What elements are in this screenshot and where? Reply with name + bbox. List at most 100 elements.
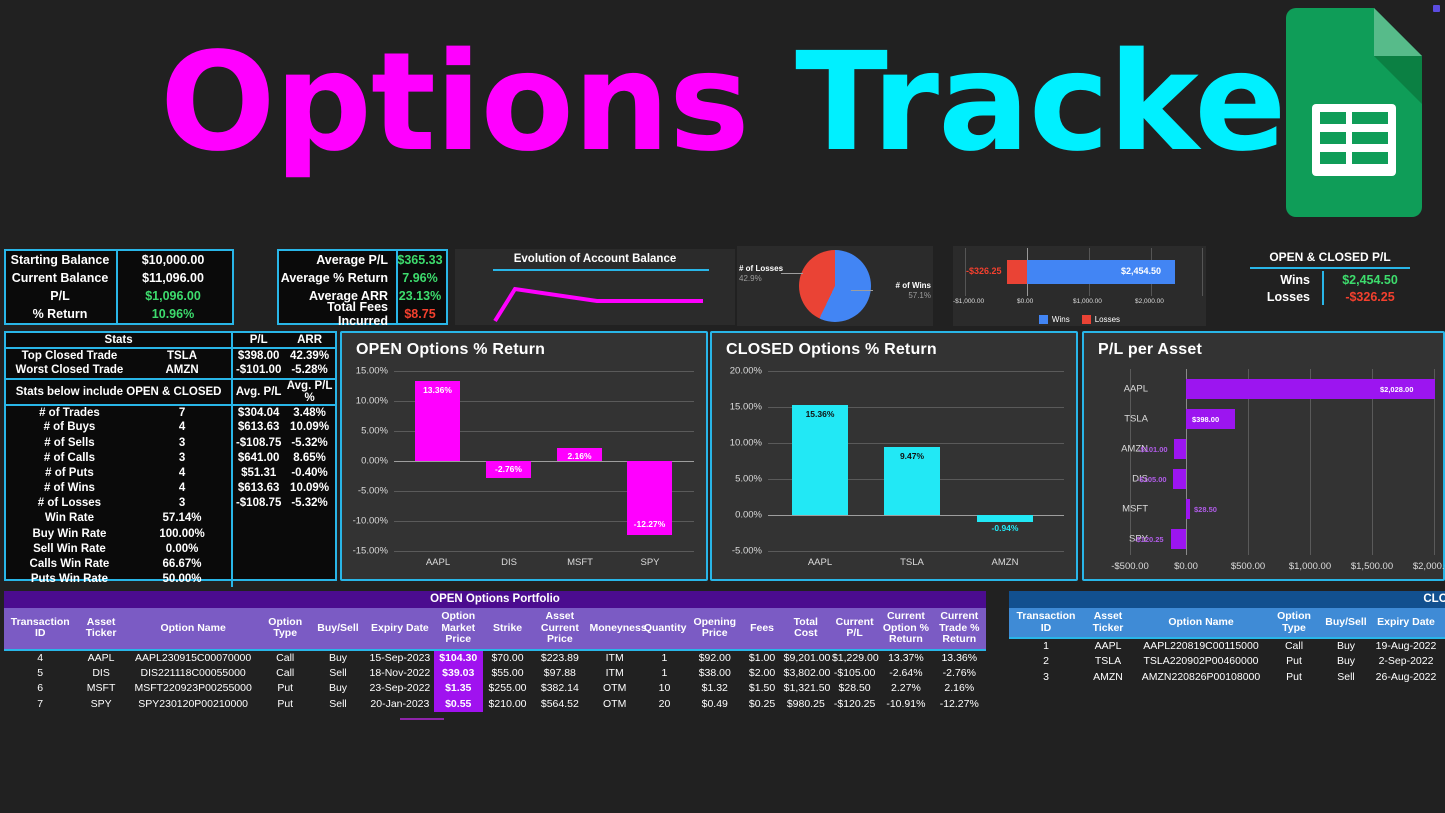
cell-option-type[interactable]: Call [260,649,310,665]
column-header-option-type[interactable]: Option Type [260,608,310,651]
cell-buy-sell[interactable]: Buy [309,649,367,665]
column-header-total-cost[interactable]: Total Cost [781,608,830,651]
cell-opening-price[interactable]: $38.00 [687,665,743,681]
cell-current-pl[interactable]: -$105.00 [829,665,880,681]
cell-asset-ticker[interactable]: TSLA [1083,653,1133,669]
cell-option-name[interactable]: AAPL230915C00070000 [125,649,261,665]
cell-option-market-price[interactable]: $39.03 [433,665,483,681]
cell-asset-ticker[interactable]: AAPL [76,649,126,665]
cell-current-trade-return[interactable]: 2.16% [932,680,986,696]
column-header-option-name[interactable]: Option Name [125,608,261,651]
column-header-current-trade-return[interactable]: Current Trade % Return [932,608,986,651]
column-header-moneyness[interactable]: Moneyness [587,608,647,651]
cell-asset-ticker[interactable]: AMZN [1083,669,1133,685]
cell-expiry-date[interactable]: 23-Sep-2022 [366,680,434,696]
column-header-buy-sell[interactable]: Buy/Sell [309,608,367,651]
column-header-transaction-id[interactable]: Transaction ID [1009,608,1083,639]
column-header-asset-current-price[interactable]: Asset Current Price [532,608,588,651]
cell-asset-ticker[interactable]: SPY [76,696,126,712]
column-header-buy-sell[interactable]: Buy/Sell [1319,608,1373,639]
cell-expiry-date[interactable]: 19-Aug-2022 [1373,638,1439,654]
cell-transaction-id[interactable]: 3 [1009,669,1083,685]
cell-strike[interactable]: $460.0 [1439,653,1445,669]
cell-expiry-date[interactable]: 26-Aug-2022 [1373,669,1439,685]
cell-buy-sell[interactable]: Buy [1319,653,1373,669]
cell-option-type[interactable]: Call [260,665,310,681]
cell-asset-ticker[interactable]: AAPL [1083,638,1133,654]
cell-option-name[interactable]: AAPL220819C00115000 [1133,638,1269,654]
cell-transaction-id[interactable]: 2 [1009,653,1083,669]
cell-option-name[interactable]: SPY230120P00210000 [125,696,261,712]
cell-strike[interactable]: $210.00 [482,696,533,712]
cell-transaction-id[interactable]: 4 [4,649,77,665]
cell-option-type[interactable]: Put [1269,653,1319,669]
cell-current-option-return[interactable]: -10.91% [879,696,933,712]
column-header-fees[interactable]: Fees [742,608,782,651]
cell-buy-sell[interactable]: Sell [309,665,367,681]
cell-moneyness[interactable]: ITM [587,649,642,665]
column-header-quantity[interactable]: Quantity [641,608,688,651]
column-header-transaction-id[interactable]: Transaction ID [4,608,77,651]
column-header-strike[interactable]: Strike [482,608,533,651]
cell-current-option-return[interactable]: 13.37% [879,649,933,665]
cell-option-name[interactable]: MSFT220923P00255000 [125,680,261,696]
cell-asset-ticker[interactable]: DIS [76,665,126,681]
cell-fees[interactable]: $2.00 [742,665,782,681]
column-header-current-pl[interactable]: Current P/L [829,608,880,651]
cell-buy-sell[interactable]: Sell [309,696,367,712]
cell-current-pl[interactable]: $28.50 [829,680,880,696]
cell-current-trade-return[interactable]: 13.36% [932,649,986,665]
cell-transaction-id[interactable]: 1 [1009,638,1083,654]
column-header-option-type[interactable]: Option Type [1269,608,1319,639]
cell-strike[interactable]: $115.0 [1439,638,1445,654]
cell-fees[interactable]: $0.25 [742,696,782,712]
cell-quantity[interactable]: 1 [641,665,688,681]
cell-strike[interactable]: $70.00 [482,649,533,665]
cell-expiry-date[interactable]: 20-Jan-2023 [366,696,434,712]
cell-current-option-return[interactable]: 2.27% [879,680,933,696]
cell-expiry-date[interactable]: 15-Sep-2023 [366,649,434,665]
column-header-asset-ticker[interactable]: Asset Ticker [76,608,126,651]
column-header-option-name[interactable]: Option Name [1133,608,1269,639]
column-header-option-market-price[interactable]: Option Market Price [433,608,483,651]
cell-total-cost[interactable]: $3,802.00 [781,665,830,681]
cell-asset-current-price[interactable]: $223.89 [532,649,588,665]
cell-strike[interactable]: $55.00 [482,665,533,681]
column-header-opening-price[interactable]: Opening Price [687,608,743,651]
column-header-asset-ticker[interactable]: Asset Ticker [1083,608,1133,639]
cell-opening-price[interactable]: $92.00 [687,649,743,665]
cell-total-cost[interactable]: $9,201.00 [781,649,830,665]
column-header-strike[interactable]: Strike [1439,608,1445,639]
cell-opening-price[interactable]: $1.32 [687,680,743,696]
column-header-expiry-date[interactable]: Expiry Date [1373,608,1439,639]
cell-option-name[interactable]: AMZN220826P00108000 [1133,669,1269,685]
cell-opening-price[interactable]: $0.49 [687,696,743,712]
cell-total-cost[interactable]: $1,321.50 [781,680,830,696]
cell-fees[interactable]: $1.50 [742,680,782,696]
cell-strike[interactable]: $108.0 [1439,669,1445,685]
cell-option-type[interactable]: Put [260,680,310,696]
cell-moneyness[interactable]: ITM [587,665,642,681]
cell-moneyness[interactable]: OTM [587,680,642,696]
cell-expiry-date[interactable]: 18-Nov-2022 [366,665,434,681]
column-header-expiry-date[interactable]: Expiry Date [366,608,434,651]
cell-expiry-date[interactable]: 2-Sep-2022 [1373,653,1439,669]
cell-quantity[interactable]: 10 [641,680,688,696]
cell-total-cost[interactable]: $980.25 [781,696,830,712]
cell-buy-sell[interactable]: Buy [309,680,367,696]
cell-current-pl[interactable]: -$120.25 [829,696,880,712]
column-header-current-option-return[interactable]: Current Option % Return [879,608,933,651]
cell-option-market-price[interactable]: $1.35 [433,680,483,696]
cell-option-name[interactable]: TSLA220902P00460000 [1133,653,1269,669]
cell-transaction-id[interactable]: 7 [4,696,77,712]
cell-option-name[interactable]: DIS221118C00055000 [125,665,261,681]
cell-option-type[interactable]: Put [260,696,310,712]
cell-asset-ticker[interactable]: MSFT [76,680,126,696]
cell-option-market-price[interactable]: $104.30 [433,649,483,665]
cell-moneyness[interactable]: OTM [587,696,642,712]
cell-asset-current-price[interactable]: $564.52 [532,696,588,712]
cell-current-option-return[interactable]: -2.64% [879,665,933,681]
cell-option-type[interactable]: Call [1269,638,1319,654]
cell-transaction-id[interactable]: 5 [4,665,77,681]
cell-current-trade-return[interactable]: -2.76% [932,665,986,681]
